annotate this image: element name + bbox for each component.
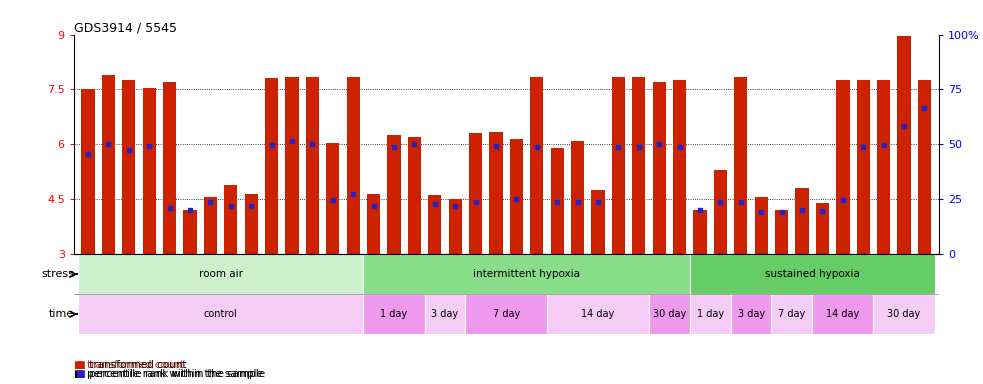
Bar — [364, 254, 690, 294]
Bar — [548, 294, 649, 334]
Bar — [102, 75, 115, 254]
Bar — [690, 254, 935, 294]
Text: 30 day: 30 day — [888, 309, 921, 319]
Bar — [856, 80, 870, 254]
Bar — [408, 137, 421, 254]
Text: sustained hypoxia: sustained hypoxia — [765, 269, 860, 279]
Text: room air: room air — [199, 269, 243, 279]
Bar — [387, 135, 401, 254]
Bar — [874, 294, 935, 334]
Bar — [203, 197, 217, 254]
Bar — [653, 82, 665, 254]
Bar — [326, 142, 339, 254]
Bar — [730, 294, 772, 334]
Text: ■: ■ — [75, 360, 85, 370]
Bar — [490, 132, 502, 254]
Text: 1 day: 1 day — [697, 309, 723, 319]
Bar — [837, 80, 849, 254]
Text: ■ transformed count: ■ transformed count — [74, 360, 184, 370]
Text: stress: stress — [41, 269, 74, 279]
Bar — [693, 210, 707, 254]
Bar — [775, 210, 788, 254]
Text: 3 day: 3 day — [432, 309, 459, 319]
Text: transformed count: transformed count — [86, 360, 186, 370]
Bar — [306, 77, 319, 254]
Text: 7 day: 7 day — [492, 309, 520, 319]
Bar — [285, 77, 299, 254]
Text: 14 day: 14 day — [827, 309, 859, 319]
Bar — [510, 139, 523, 254]
Bar — [364, 294, 425, 334]
Text: GDS3914 / 5545: GDS3914 / 5545 — [74, 22, 177, 35]
Bar — [184, 210, 197, 254]
Bar — [143, 88, 156, 254]
Bar — [78, 294, 364, 334]
Bar — [163, 82, 176, 254]
Bar — [611, 77, 625, 254]
Text: 1 day: 1 day — [380, 309, 408, 319]
Bar — [714, 170, 727, 254]
Bar — [571, 141, 584, 254]
Text: ■: ■ — [75, 369, 85, 379]
Bar — [632, 77, 646, 254]
Text: control: control — [203, 309, 238, 319]
Bar — [122, 80, 136, 254]
Bar — [347, 77, 360, 254]
Bar — [690, 294, 730, 334]
Bar — [897, 36, 910, 254]
Bar — [465, 294, 548, 334]
Text: time: time — [49, 309, 74, 319]
Bar — [772, 294, 812, 334]
Text: 7 day: 7 day — [779, 309, 805, 319]
Bar — [82, 89, 94, 254]
Bar — [918, 80, 931, 254]
Bar — [78, 254, 364, 294]
Bar — [649, 294, 690, 334]
Bar — [550, 148, 564, 254]
Bar — [425, 294, 465, 334]
Bar — [265, 78, 278, 254]
Bar — [224, 185, 238, 254]
Bar — [245, 194, 258, 254]
Bar — [816, 203, 829, 254]
Text: percentile rank within the sample: percentile rank within the sample — [86, 369, 264, 379]
Bar — [812, 294, 874, 334]
Text: 14 day: 14 day — [581, 309, 614, 319]
Bar — [429, 195, 441, 254]
Bar — [367, 194, 380, 254]
Text: 30 day: 30 day — [653, 309, 686, 319]
Bar — [469, 133, 483, 254]
Text: intermittent hypoxia: intermittent hypoxia — [473, 269, 580, 279]
Bar — [592, 190, 605, 254]
Bar — [755, 197, 768, 254]
Bar — [877, 80, 891, 254]
Bar — [734, 77, 747, 254]
Bar — [530, 77, 544, 254]
Bar — [795, 188, 809, 254]
Bar — [448, 199, 462, 254]
Bar — [673, 80, 686, 254]
Text: 3 day: 3 day — [737, 309, 765, 319]
Text: ■ percentile rank within the sample: ■ percentile rank within the sample — [74, 369, 262, 379]
